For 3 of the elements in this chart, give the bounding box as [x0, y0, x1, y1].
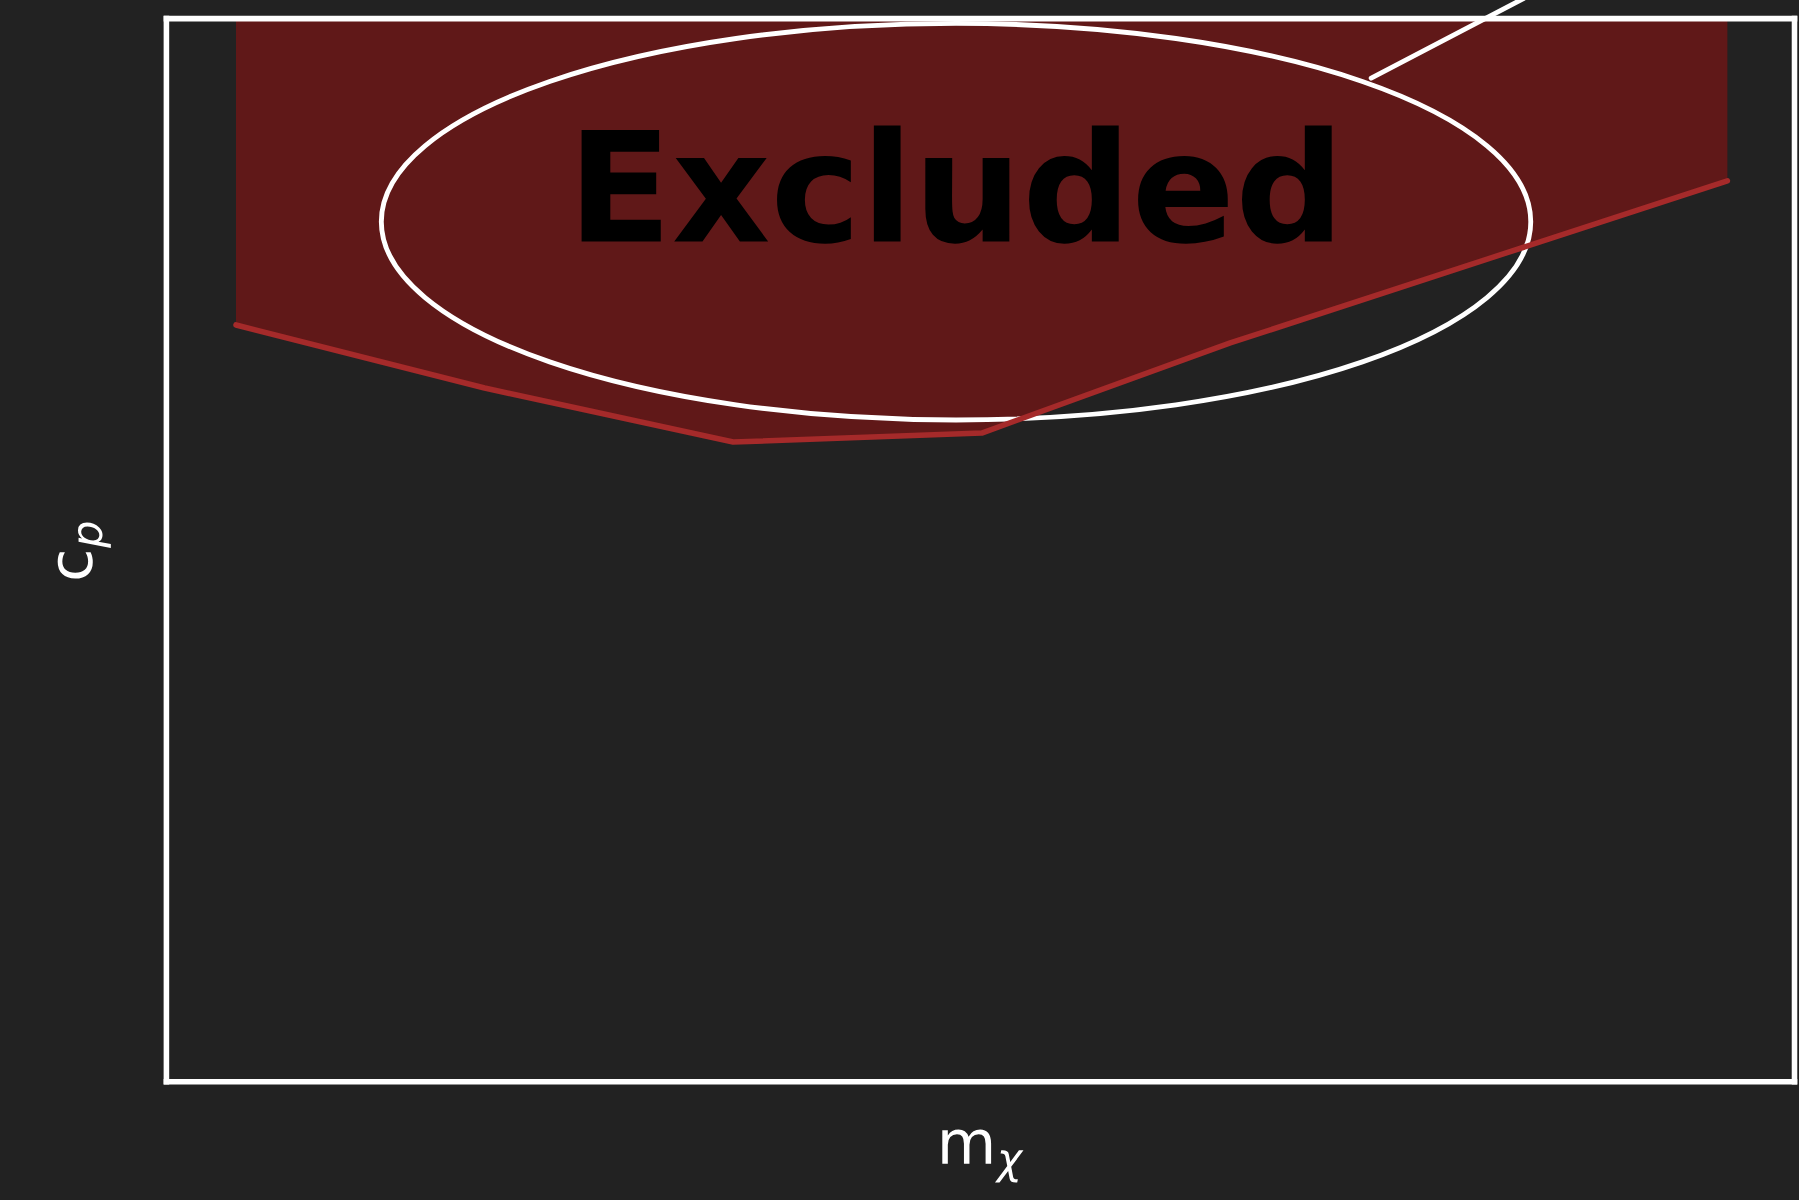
x-axis-title: m$_{χ}$: [942, 1129, 1024, 1183]
annotation: Excluded: [581, 125, 1332, 244]
y-axis-title: c$_{p}$: [57, 522, 111, 579]
